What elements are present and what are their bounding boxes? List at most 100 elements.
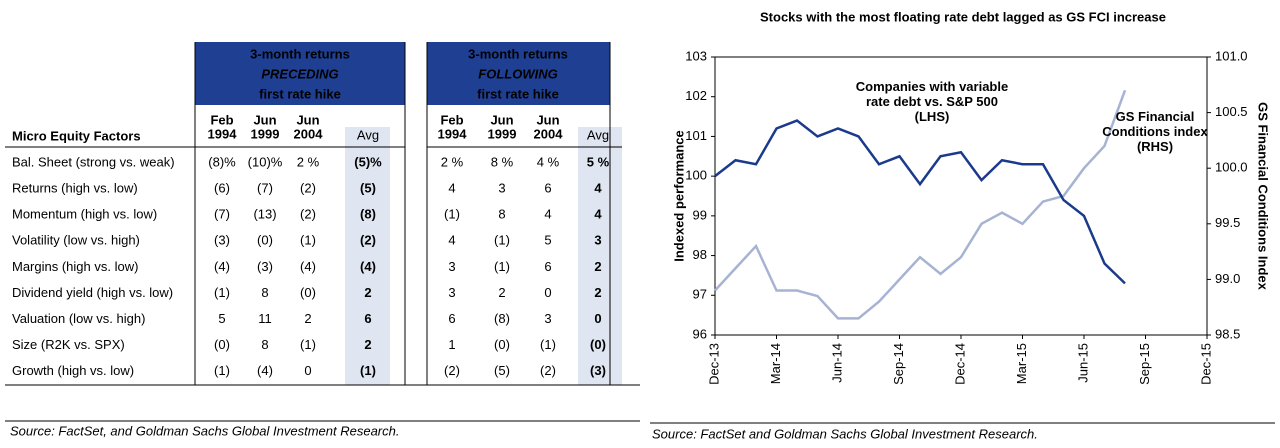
series-label: Companies with variable rate debt vs. S&P… [856, 79, 1008, 124]
y-tick-label: 103 [685, 48, 707, 63]
x-tick-label: Dec-13 [706, 343, 721, 385]
group-header-box [427, 42, 610, 105]
cell: (6) [214, 181, 230, 196]
cell: (3) [214, 233, 230, 248]
cell: 2 [594, 285, 601, 300]
cell: 2 [594, 259, 601, 274]
cell: 8 [498, 207, 505, 222]
y-tick-label: 99 [693, 207, 707, 222]
cell: (7) [257, 181, 273, 196]
cell: (0) [257, 233, 273, 248]
cell: (10)% [248, 154, 283, 169]
cell: 0 [594, 311, 601, 326]
cell: 4 [544, 207, 551, 222]
y-tick-label: 102 [685, 88, 707, 103]
cell: (8) [360, 207, 376, 222]
cell: 3 [544, 311, 551, 326]
column-header: 2004 [294, 126, 324, 141]
cell: (1) [300, 337, 316, 352]
cell: 8 [261, 285, 268, 300]
cell: 3 [448, 285, 455, 300]
cell: (3) [257, 259, 273, 274]
row-label: Margins (high vs. low) [12, 259, 138, 274]
cell: (8) [494, 311, 510, 326]
cell: 8 [261, 337, 268, 352]
column-header: Jun [296, 112, 319, 127]
cell: 5 [218, 311, 225, 326]
cell: (4) [300, 259, 316, 274]
x-tick-label: Sep-15 [1137, 343, 1152, 385]
row-label: Momentum (high vs. low) [12, 207, 157, 222]
cell: (5) [494, 363, 510, 378]
cell: 6 [364, 311, 371, 326]
cell: (2) [360, 233, 376, 248]
group-header: 3-month returns [468, 46, 568, 61]
cell: (2) [300, 207, 316, 222]
x-tick-label: Jun-15 [1075, 343, 1090, 383]
cell: 1 [448, 337, 455, 352]
cell: (1) [360, 363, 376, 378]
cell: (1) [214, 285, 230, 300]
column-header: Feb [440, 112, 463, 127]
y2-tick-label: 99.0 [1215, 271, 1240, 286]
cell: 4 [448, 233, 455, 248]
series-label: GS Financial Conditions index (RHS) [1102, 109, 1208, 154]
column-header: Avg [357, 127, 379, 142]
column-header: Avg [587, 127, 609, 142]
cell: (1) [300, 233, 316, 248]
cell: (8)% [208, 154, 236, 169]
cell: (4) [257, 363, 273, 378]
cell: (0) [590, 337, 606, 352]
column-header: Feb [210, 112, 233, 127]
column-header: Jun [490, 112, 513, 127]
row-label: Valuation (low vs. high) [12, 311, 145, 326]
row-label: Growth (high vs. low) [12, 363, 134, 378]
cell: 2 [498, 285, 505, 300]
cell: (1) [214, 363, 230, 378]
group-header: PRECEDING [261, 66, 338, 81]
row-label: Returns (high vs. low) [12, 181, 138, 196]
cell: (2) [444, 363, 460, 378]
series-line [714, 89, 1127, 320]
group-header-box [195, 42, 405, 105]
cell: (0) [300, 285, 316, 300]
x-tick-label: Dec-14 [952, 343, 967, 385]
x-tick-label: Mar-15 [1014, 343, 1029, 384]
cell: (5)% [354, 154, 382, 169]
source: Source: FactSet, and Goldman Sachs Globa… [10, 423, 399, 438]
group-header: first rate hike [259, 86, 341, 101]
avg-shade [345, 127, 390, 385]
cell: 6 [544, 259, 551, 274]
cell: 4 [594, 207, 602, 222]
y2-tick-label: 100.5 [1215, 104, 1248, 119]
row-label: Volatility (low vs. high) [12, 233, 140, 248]
cell: 0 [544, 285, 551, 300]
column-header: 1994 [438, 126, 468, 141]
cell: (13) [253, 207, 276, 222]
cell: (0) [494, 337, 510, 352]
y-tick-label: 97 [693, 287, 707, 302]
cell: 5 % [587, 154, 610, 169]
cell: (4) [360, 259, 376, 274]
y2-tick-label: 98.5 [1215, 326, 1240, 341]
cell: 4 [448, 181, 455, 196]
column-header: 2004 [534, 126, 564, 141]
cell: (1) [494, 233, 510, 248]
cell: (3) [590, 363, 606, 378]
cell: 2 % [441, 154, 464, 169]
cell: 2 [304, 311, 311, 326]
cell: 2 % [297, 154, 320, 169]
source: Source: FactSet and Goldman Sachs Global… [652, 426, 1038, 441]
y-axis-label: Indexed performance [671, 130, 686, 262]
y-tick-label: 96 [693, 326, 707, 341]
x-tick-label: Dec-15 [1198, 343, 1213, 385]
group-header: first rate hike [477, 86, 559, 101]
cell: (2) [300, 181, 316, 196]
cell: 2 [364, 337, 371, 352]
row-label: Size (R2K vs. SPX) [12, 337, 125, 352]
x-tick-label: Mar-14 [768, 343, 783, 384]
series-line [714, 119, 1126, 285]
cell: 4 [594, 181, 602, 196]
cell: 11 [258, 311, 272, 326]
